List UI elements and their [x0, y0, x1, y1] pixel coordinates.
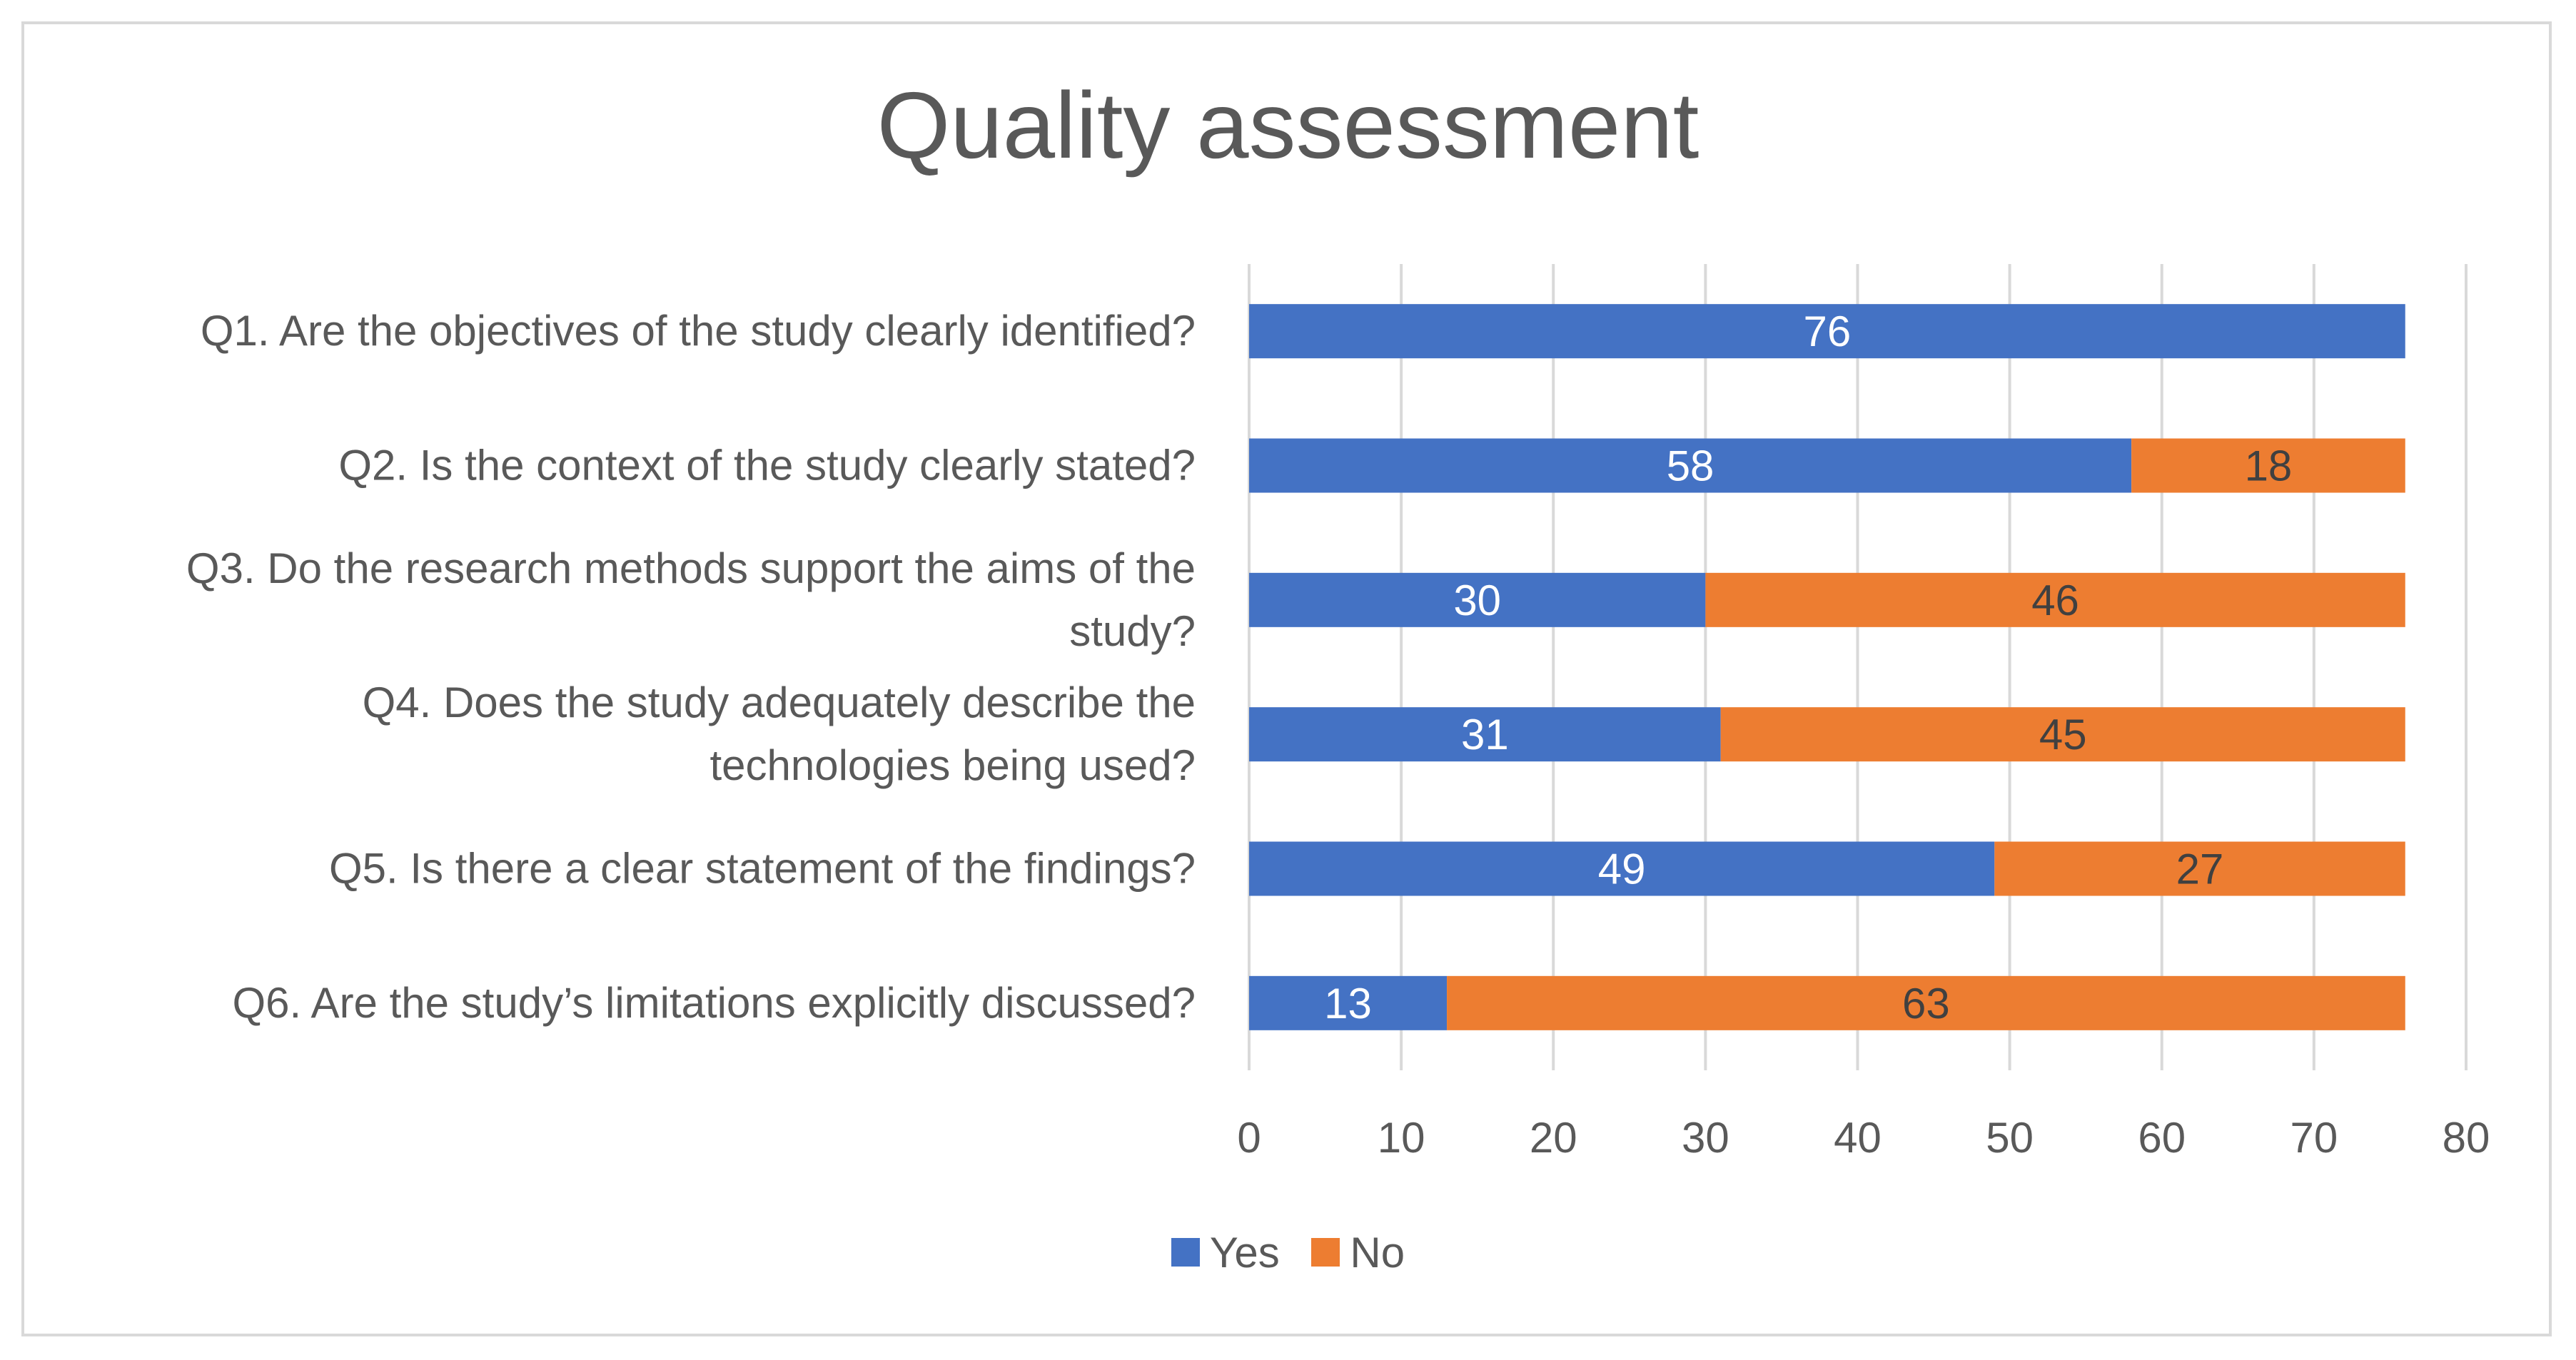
- category-label: Q5. Is there a clear statement of the fi…: [329, 845, 1196, 893]
- category-label: Q2. Is the context of the study clearly …: [338, 442, 1196, 489]
- bar-value-label-yes: 30: [1453, 577, 1501, 624]
- x-tick-label: 40: [1834, 1114, 1882, 1162]
- x-tick-label: 60: [2138, 1114, 2186, 1162]
- bar-value-label-no: 46: [2031, 577, 2079, 624]
- category-label: Q4. Does the study adequately describe t…: [363, 679, 1196, 789]
- legend-item-yes: Yes: [1171, 1228, 1280, 1277]
- legend-label-yes: Yes: [1209, 1228, 1280, 1277]
- chart-frame: [21, 21, 2552, 1336]
- x-tick-label: 10: [1378, 1114, 1425, 1162]
- x-tick-label: 0: [1237, 1114, 1261, 1162]
- bar-value-label-yes: 76: [1804, 308, 1852, 355]
- category-label: Q1. Are the objectives of the study clea…: [201, 307, 1196, 355]
- bar-value-label-no: 63: [1902, 980, 1950, 1027]
- category-label-line: study?: [1069, 607, 1196, 655]
- category-label-line: Q1. Are the objectives of the study clea…: [201, 307, 1196, 355]
- category-label: Q6. Are the study’s limitations explicit…: [232, 979, 1196, 1027]
- bar-value-label-no: 18: [2245, 442, 2293, 490]
- category-label-line: Q6. Are the study’s limitations explicit…: [232, 979, 1196, 1027]
- legend-label-no: No: [1350, 1228, 1405, 1277]
- x-tick-label: 70: [2290, 1114, 2338, 1162]
- bar-yes: [1249, 438, 2132, 493]
- bar-value-label-no: 27: [2176, 846, 2224, 893]
- bar-no: [1447, 975, 2405, 1030]
- bar-yes: [1249, 841, 1995, 896]
- x-tick-label: 30: [1682, 1114, 1729, 1162]
- category-label-line: Q5. Is there a clear statement of the fi…: [329, 845, 1196, 893]
- bar-value-label-yes: 31: [1461, 711, 1509, 758]
- x-tick-label: 80: [2443, 1114, 2490, 1162]
- bar-value-label-yes: 13: [1324, 980, 1372, 1027]
- bar-yes: [1249, 304, 2405, 359]
- x-tick-label: 50: [1986, 1114, 2034, 1162]
- legend-swatch-yes: [1171, 1238, 1200, 1267]
- legend-swatch-no: [1311, 1238, 1340, 1267]
- bar-no: [1720, 707, 2405, 762]
- category-label-line: Q2. Is the context of the study clearly …: [338, 442, 1196, 489]
- bar-no: [1994, 841, 2405, 896]
- legend-item-no: No: [1311, 1228, 1405, 1277]
- bar-no: [2131, 438, 2405, 493]
- bar-no: [1705, 572, 2405, 627]
- category-label-line: Q3. Do the research methods support the …: [186, 544, 1196, 592]
- bar-yes: [1249, 707, 1721, 762]
- bar-value-label-yes: 58: [1667, 442, 1714, 490]
- category-label-line: Q4. Does the study adequately describe t…: [363, 679, 1196, 726]
- x-tick-label: 20: [1530, 1114, 1577, 1162]
- bar-value-label-no: 45: [2039, 711, 2087, 758]
- category-label-line: technologies being used?: [709, 741, 1196, 789]
- bar-yes: [1249, 975, 1448, 1030]
- category-label: Q3. Do the research methods support the …: [186, 544, 1196, 655]
- bar-yes: [1249, 572, 1706, 627]
- bar-value-label-yes: 49: [1598, 846, 1646, 893]
- chart-title: Quality assessment: [877, 73, 1699, 178]
- legend: Yes No: [0, 1227, 2576, 1277]
